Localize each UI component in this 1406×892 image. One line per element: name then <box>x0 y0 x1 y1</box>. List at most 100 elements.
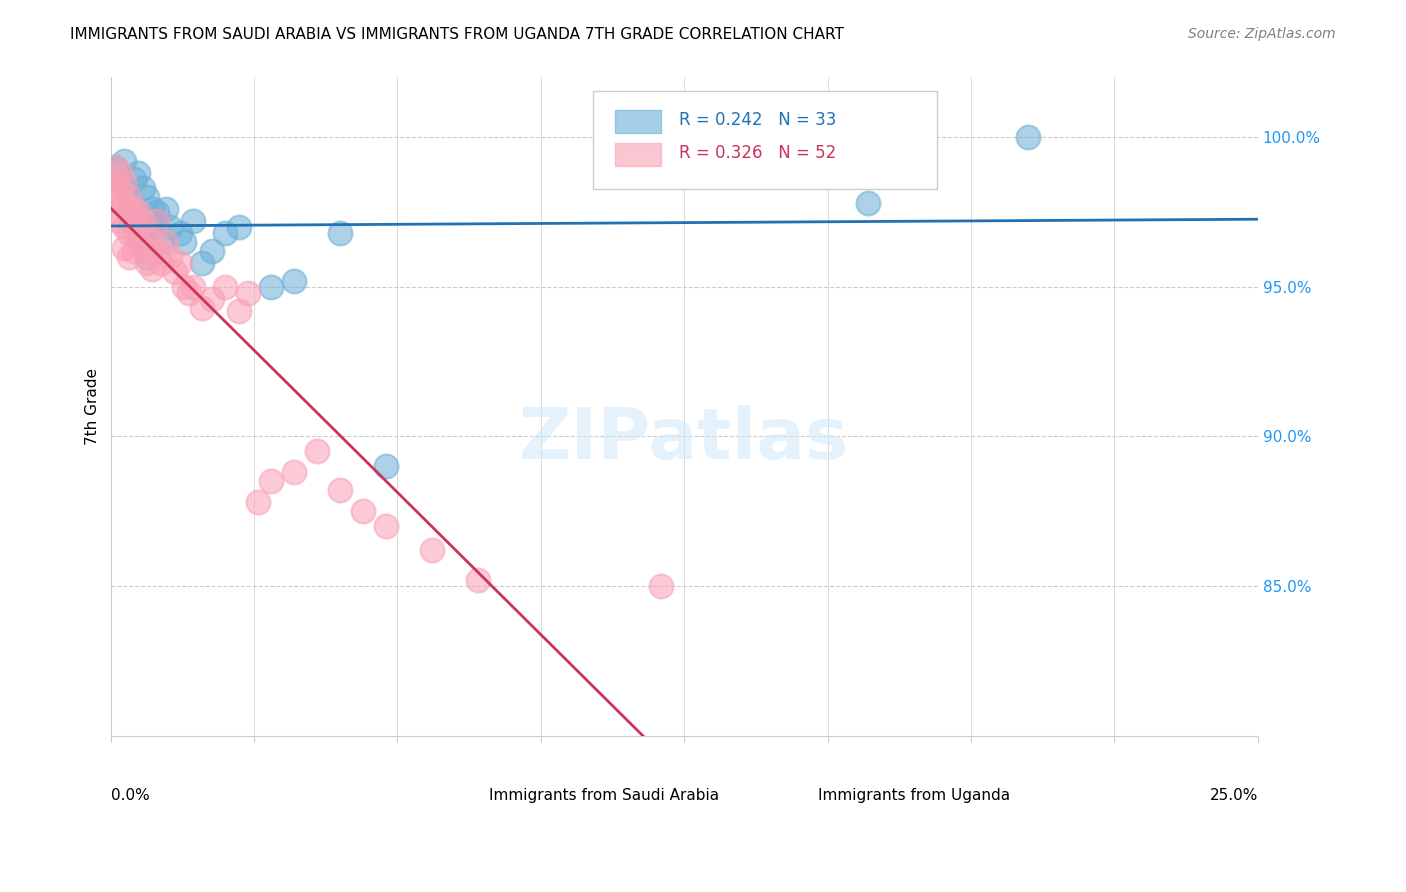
Point <box>856 196 879 211</box>
Point <box>238 285 260 300</box>
Point <box>214 226 236 240</box>
Point <box>191 301 214 315</box>
Point <box>118 190 141 204</box>
Point <box>132 214 155 228</box>
Point <box>108 214 131 228</box>
Point <box>136 226 159 240</box>
Text: Immigrants from Uganda: Immigrants from Uganda <box>818 789 1010 804</box>
Point <box>104 175 127 189</box>
Point <box>136 250 159 264</box>
Point <box>228 220 250 235</box>
Point <box>169 256 191 270</box>
Point <box>283 274 305 288</box>
Point <box>136 190 159 204</box>
FancyBboxPatch shape <box>616 111 661 134</box>
Point <box>201 292 224 306</box>
Text: R = 0.242   N = 33: R = 0.242 N = 33 <box>679 112 837 129</box>
Point <box>307 444 329 458</box>
Point <box>132 241 155 255</box>
Point <box>118 250 141 264</box>
Point <box>108 196 131 211</box>
Point <box>118 205 141 219</box>
Point <box>467 573 489 587</box>
Point <box>181 280 204 294</box>
FancyBboxPatch shape <box>616 144 661 166</box>
Point <box>132 181 155 195</box>
Text: R = 0.326   N = 52: R = 0.326 N = 52 <box>679 145 835 162</box>
Text: 25.0%: 25.0% <box>1209 789 1258 804</box>
Point <box>145 244 167 258</box>
Point <box>155 235 177 249</box>
Point <box>108 166 131 180</box>
Point <box>136 256 159 270</box>
Text: Immigrants from Saudi Arabia: Immigrants from Saudi Arabia <box>489 789 718 804</box>
Point <box>329 226 352 240</box>
Point <box>260 475 283 489</box>
Point <box>122 220 145 235</box>
Point <box>127 205 149 219</box>
Point <box>108 175 131 189</box>
Point <box>201 244 224 258</box>
FancyBboxPatch shape <box>592 91 936 189</box>
Point <box>104 205 127 219</box>
Point <box>228 303 250 318</box>
Point <box>141 261 163 276</box>
Point <box>145 214 167 228</box>
Point <box>114 154 136 169</box>
Point <box>214 280 236 294</box>
Point <box>420 543 443 558</box>
Text: IMMIGRANTS FROM SAUDI ARABIA VS IMMIGRANTS FROM UGANDA 7TH GRADE CORRELATION CHA: IMMIGRANTS FROM SAUDI ARABIA VS IMMIGRAN… <box>70 27 844 42</box>
FancyBboxPatch shape <box>501 784 530 798</box>
Point <box>122 244 145 258</box>
Point <box>127 226 149 240</box>
Point <box>114 175 136 189</box>
Point <box>177 285 200 300</box>
Point <box>283 466 305 480</box>
Point <box>114 241 136 255</box>
Point <box>122 202 145 216</box>
Point <box>122 214 145 228</box>
Point <box>145 205 167 219</box>
Point <box>114 196 136 211</box>
Point <box>141 235 163 249</box>
Point <box>1017 130 1039 145</box>
Point <box>150 256 173 270</box>
Point <box>260 280 283 294</box>
Point <box>173 235 195 249</box>
Point <box>181 214 204 228</box>
Point <box>163 265 186 279</box>
Point <box>155 202 177 216</box>
Point <box>352 504 374 518</box>
Point <box>141 202 163 216</box>
Point <box>108 181 131 195</box>
Point <box>329 483 352 498</box>
Point <box>159 250 181 264</box>
Point <box>159 220 181 235</box>
Text: ZIPatlas: ZIPatlas <box>519 405 849 474</box>
FancyBboxPatch shape <box>810 784 839 798</box>
Point <box>127 166 149 180</box>
Text: 0.0%: 0.0% <box>111 789 149 804</box>
Point <box>141 220 163 235</box>
Y-axis label: 7th Grade: 7th Grade <box>86 368 100 445</box>
Point <box>104 190 127 204</box>
Point <box>132 235 155 249</box>
Point <box>104 160 127 174</box>
Text: Source: ZipAtlas.com: Source: ZipAtlas.com <box>1188 27 1336 41</box>
Point <box>127 232 149 246</box>
Point <box>246 495 269 509</box>
Point <box>375 459 398 474</box>
Point <box>169 226 191 240</box>
Point <box>104 160 127 174</box>
Point <box>173 280 195 294</box>
Point <box>118 190 141 204</box>
Point <box>118 226 141 240</box>
Point <box>122 172 145 186</box>
Point <box>150 235 173 249</box>
Point <box>191 256 214 270</box>
Point <box>650 579 672 593</box>
Point <box>114 220 136 235</box>
Point <box>375 519 398 533</box>
Point <box>118 205 141 219</box>
Point <box>145 214 167 228</box>
